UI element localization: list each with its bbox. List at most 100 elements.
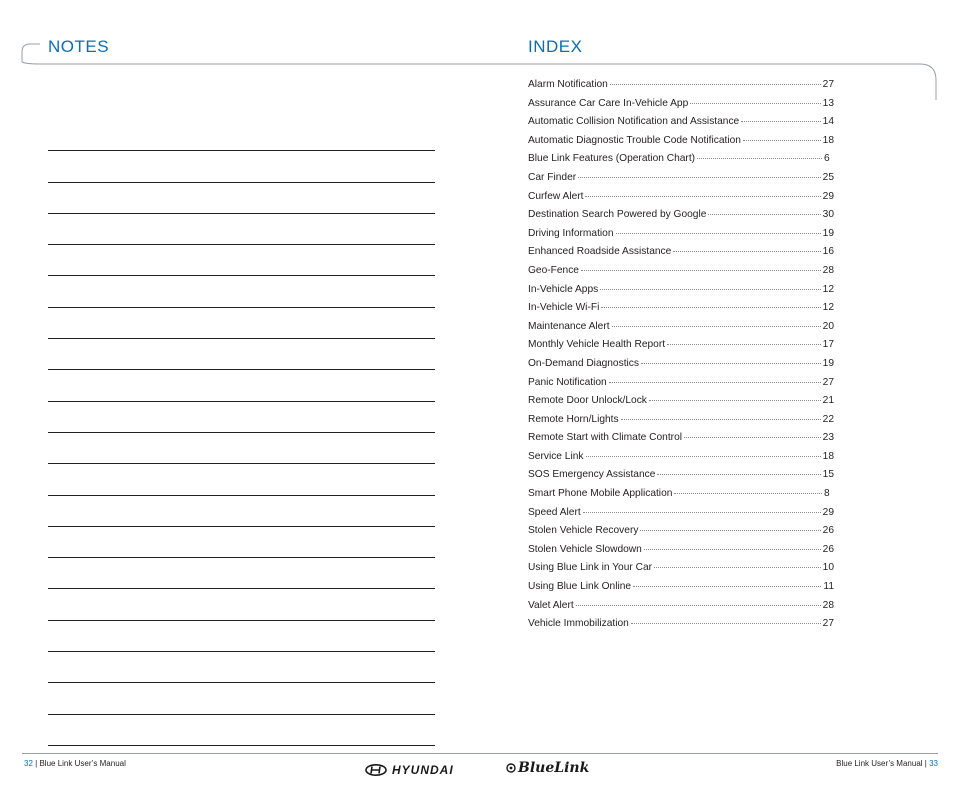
index-entry-label: Geo-Fence — [528, 264, 579, 276]
index-entry: In-Vehicle Wi-Fi 12 — [528, 302, 834, 321]
index-entry-label: Vehicle Immobilization — [528, 618, 629, 630]
index-entry-page: 19 — [822, 357, 834, 369]
index-entry-label: Service Link — [528, 450, 584, 462]
hyundai-emblem-icon — [365, 764, 387, 776]
index-entry-label: In-Vehicle Wi-Fi — [528, 302, 600, 314]
index-entry: Monthly Vehicle Health Report 17 — [528, 339, 834, 358]
index-entry-page: 16 — [822, 246, 834, 258]
note-line — [48, 245, 435, 277]
index-leader-dots — [620, 418, 821, 420]
index-leader-dots — [615, 232, 821, 234]
index-entry: Enhanced Roadside Assistance 16 — [528, 246, 834, 265]
index-entry-page: 25 — [822, 171, 834, 183]
note-line — [48, 652, 435, 684]
index-entry-page: 14 — [822, 116, 834, 128]
index-leader-dots — [600, 288, 821, 290]
index-entry-page: 12 — [822, 283, 834, 295]
index-entry-page: 28 — [822, 599, 834, 611]
index-entry-label: Remote Start with Climate Control — [528, 432, 682, 444]
index-leader-dots — [640, 530, 821, 532]
notes-lines — [48, 120, 435, 746]
footer-separator: | — [924, 759, 927, 768]
index-title: INDEX — [528, 37, 583, 56]
index-leader-dots — [648, 400, 821, 402]
note-line — [48, 120, 435, 152]
index-entry-label: Valet Alert — [528, 599, 574, 611]
index-entry: Blue Link Features (Operation Chart) 6 — [528, 153, 834, 172]
index-entry: Valet Alert 28 — [528, 600, 834, 619]
index-entry-label: Enhanced Roadside Assistance — [528, 246, 672, 258]
footer-rule — [22, 753, 938, 754]
index-entry: Using Blue Link in Your Car 10 — [528, 562, 834, 581]
note-line — [48, 308, 435, 340]
note-line — [48, 370, 435, 402]
index-entry-label: Panic Notification — [528, 376, 607, 388]
note-line — [48, 214, 435, 246]
index-entry-page: 29 — [822, 506, 834, 518]
note-line — [48, 621, 435, 653]
index-entry-page: 26 — [822, 543, 834, 555]
index-entry-label: Using Blue Link Online — [528, 581, 632, 593]
index-entry-label: Automatic Collision Notification and Ass… — [528, 116, 740, 128]
index-entry-label: Assurance Car Care In-Vehicle App — [528, 97, 689, 109]
index-list: Alarm Notification 27 Assurance Car Care I… — [528, 79, 834, 637]
index-leader-dots — [608, 381, 821, 383]
index-entry-page: 22 — [822, 413, 834, 425]
index-leader-dots — [582, 511, 821, 513]
index-leader-dots — [690, 102, 821, 104]
bluelink-wordmark: BlueLink — [518, 760, 590, 776]
index-entry: Remote Horn/Lights 22 — [528, 414, 834, 433]
hyundai-wordmark: HYUNDAI — [392, 763, 454, 777]
index-entry-page: 6 — [824, 153, 830, 165]
index-entry-page: 11 — [823, 581, 834, 593]
index-entry: Curfew Alert 29 — [528, 191, 834, 210]
index-entry-page: 27 — [822, 376, 834, 388]
note-line — [48, 433, 435, 465]
index-entry-label: Remote Horn/Lights — [528, 413, 619, 425]
index-entry: Remote Door Unlock/Lock 21 — [528, 395, 834, 414]
index-entry-page: 21 — [822, 395, 834, 407]
note-line — [48, 183, 435, 214]
index-leader-dots — [611, 325, 821, 327]
index-entry: On-Demand Diagnostics 19 — [528, 358, 834, 377]
index-entry-page: 30 — [822, 209, 834, 221]
left-page-number: 32 — [24, 759, 33, 768]
note-line — [48, 496, 435, 527]
index-entry: Assurance Car Care In-Vehicle App 13 — [528, 98, 834, 117]
index-leader-dots — [601, 307, 821, 309]
index-entry: Using Blue Link Online 11 — [528, 581, 834, 600]
index-entry: Smart Phone Mobile Application 8 — [528, 488, 834, 507]
index-leader-dots — [580, 269, 821, 271]
footer-right: Blue Link User’s Manual | 33 — [836, 759, 938, 768]
index-leader-dots — [585, 455, 821, 457]
index-entry-label: Smart Phone Mobile Application — [528, 488, 673, 500]
note-line — [48, 715, 435, 746]
index-entry: Panic Notification 27 — [528, 377, 834, 396]
index-leader-dots — [633, 586, 822, 588]
index-entry-label: Stolen Vehicle Recovery — [528, 525, 639, 537]
index-entry-page: 27 — [822, 79, 834, 90]
index-entry-label: Speed Alert — [528, 506, 581, 518]
index-entry-page: 28 — [822, 264, 834, 276]
footer-right-text: Blue Link User’s Manual — [836, 759, 923, 768]
index-entry: Maintenance Alert 20 — [528, 321, 834, 340]
index-entry: Destination Search Powered by Google 30 — [528, 209, 834, 228]
index-entry-label: Using Blue Link in Your Car — [528, 562, 653, 574]
index-entry: Stolen Vehicle Slowdown 26 — [528, 544, 834, 563]
index-entry-label: Blue Link Features (Operation Chart) — [528, 153, 696, 165]
bluelink-logo: BlueLink — [506, 760, 589, 776]
index-leader-dots — [741, 121, 821, 123]
index-entry: In-Vehicle Apps 12 — [528, 284, 834, 303]
index-entry: Speed Alert 29 — [528, 507, 834, 526]
index-leader-dots — [585, 195, 821, 197]
index-entry-page: 26 — [822, 525, 834, 537]
right-page-number: 33 — [929, 759, 938, 768]
index-leader-dots — [708, 214, 821, 216]
index-entry-label: Car Finder — [528, 171, 577, 183]
index-entry: Geo-Fence 28 — [528, 265, 834, 284]
index-entry-page: 27 — [822, 618, 834, 630]
index-entry-page: 18 — [822, 450, 834, 462]
index-leader-dots — [674, 493, 822, 495]
index-leader-dots — [657, 474, 821, 476]
